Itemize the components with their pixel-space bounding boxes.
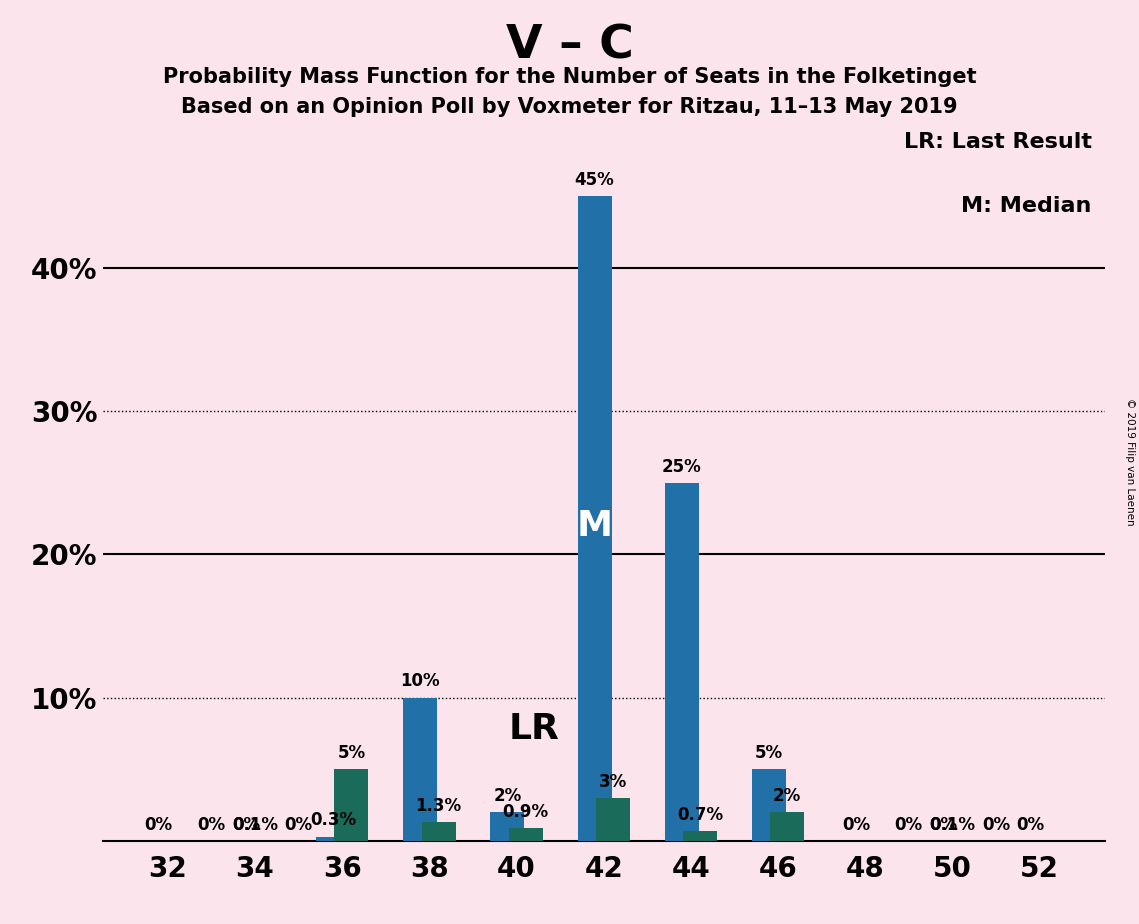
Bar [335, 769, 368, 841]
Text: 5%: 5% [337, 744, 366, 762]
Text: 0.1%: 0.1% [929, 816, 975, 833]
Text: 0%: 0% [982, 816, 1010, 833]
Text: Based on an Opinion Poll by Voxmeter for Ritzau, 11–13 May 2019: Based on an Opinion Poll by Voxmeter for… [181, 97, 958, 117]
Text: Probability Mass Function for the Number of Seats in the Folketinget: Probability Mass Function for the Number… [163, 67, 976, 87]
Text: 0.1%: 0.1% [232, 816, 278, 833]
Text: 0.3%: 0.3% [310, 811, 357, 830]
Text: 45%: 45% [575, 171, 614, 189]
Text: V – C: V – C [506, 23, 633, 68]
Text: LR: LR [508, 712, 559, 746]
Text: 0%: 0% [232, 816, 260, 833]
Text: © 2019 Filip van Laenen: © 2019 Filip van Laenen [1125, 398, 1134, 526]
Text: 5%: 5% [755, 744, 782, 762]
Bar [403, 698, 437, 841]
Text: 0%: 0% [929, 816, 957, 833]
Text: 0.9%: 0.9% [502, 803, 549, 821]
Text: 0%: 0% [894, 816, 923, 833]
Bar [752, 769, 786, 841]
Text: LR: Last Result: LR: Last Result [903, 132, 1092, 152]
Bar [577, 197, 612, 841]
Text: 25%: 25% [662, 457, 702, 476]
Bar [509, 828, 542, 841]
Text: 2%: 2% [493, 787, 522, 805]
Text: 0%: 0% [842, 816, 870, 833]
Text: 10%: 10% [401, 673, 440, 690]
Text: 0%: 0% [197, 816, 226, 833]
Text: 2%: 2% [773, 787, 801, 805]
Text: 0%: 0% [145, 816, 173, 833]
Bar [683, 831, 716, 841]
Bar [491, 812, 524, 841]
Bar [421, 822, 456, 841]
Text: M: Median: M: Median [961, 197, 1092, 216]
Text: M: M [576, 509, 613, 542]
Bar [316, 836, 350, 841]
Bar [770, 812, 804, 841]
Text: 0%: 0% [285, 816, 313, 833]
Bar [596, 798, 630, 841]
Text: 0.7%: 0.7% [677, 806, 723, 823]
Text: 0%: 0% [1016, 816, 1044, 833]
Text: 1.3%: 1.3% [416, 797, 461, 815]
Text: 3%: 3% [599, 772, 626, 791]
Bar [665, 482, 698, 841]
